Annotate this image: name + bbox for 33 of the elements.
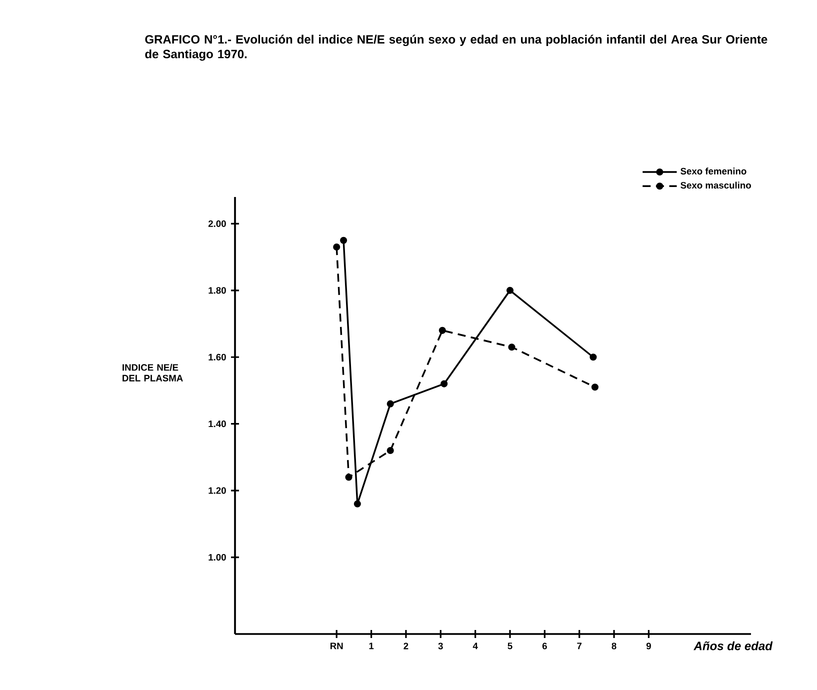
x-tick-label: RN — [330, 642, 343, 650]
point — [340, 236, 348, 244]
point — [438, 326, 446, 334]
x-tick-label: 6 — [542, 642, 547, 650]
y-axis-title: INDICE NE/E DEL PLASMA — [122, 364, 183, 382]
chart-title: GRAFICO N°1.- Evolución del indice NE/E según sexo y edad en una población infantil del Area Sur Oriente de Santiago 1970. — [145, 34, 768, 61]
point — [508, 344, 516, 351]
point — [354, 500, 361, 508]
point — [386, 446, 394, 454]
y-tick-label: 1.20 — [208, 487, 226, 494]
x-tick-label: 5 — [508, 642, 512, 650]
y-tick-label: 1.40 — [208, 420, 226, 428]
legend-label: Sexo femenino — [680, 168, 746, 174]
point — [506, 286, 514, 294]
y-tick-label: 1.60 — [208, 354, 226, 360]
point — [440, 380, 448, 388]
x-tick-label: 7 — [577, 642, 582, 650]
point — [591, 384, 598, 391]
y-tick-label: 1.80 — [208, 287, 226, 294]
y-tick-label: 2.00 — [208, 220, 226, 227]
point — [333, 244, 340, 251]
point — [590, 354, 597, 361]
legend-label: Sexo masculino — [680, 182, 751, 189]
x-tick-label: 1 — [369, 642, 374, 650]
point — [345, 474, 352, 481]
x-tick-label: 2 — [404, 642, 408, 650]
x-tick-label: 9 — [646, 642, 651, 650]
x-tick-label: 4 — [472, 642, 478, 650]
x-axis-title: Años de edad — [694, 641, 773, 650]
y-tick-label: 1.00 — [208, 554, 226, 561]
point — [386, 400, 394, 408]
x-tick-label: 8 — [612, 642, 616, 650]
x-tick-label: 3 — [438, 642, 443, 650]
